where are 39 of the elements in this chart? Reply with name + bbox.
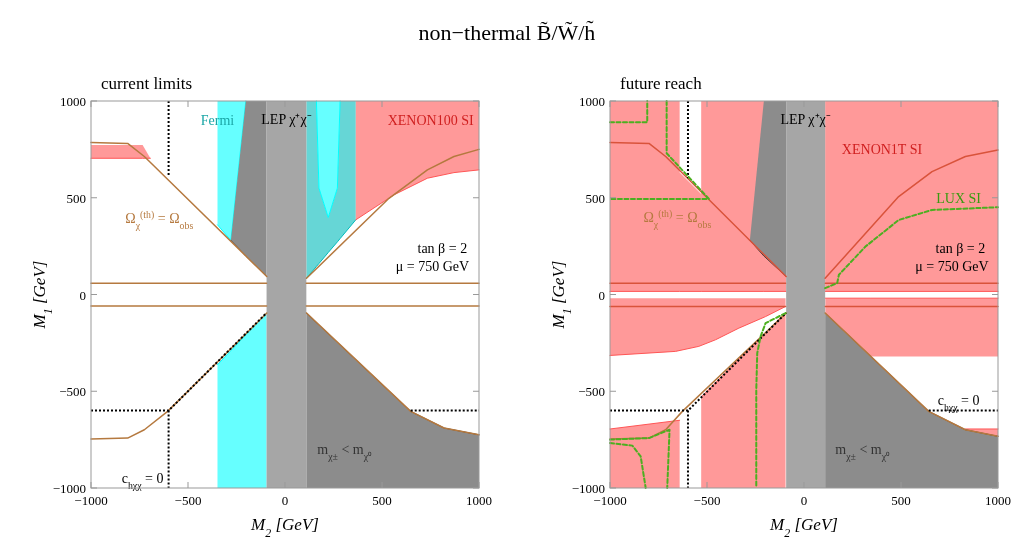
y-tick-label: 0 xyxy=(598,287,605,303)
y-tick-label: −1000 xyxy=(571,481,605,496)
annotation: c$_{hχχ}$ = 0 xyxy=(937,393,980,413)
x-tick-label: 1000 xyxy=(985,493,1011,508)
annotation: XENON100 SI xyxy=(387,112,474,128)
x-tick-label: 0 xyxy=(281,493,289,508)
y-tick-label: 500 xyxy=(585,190,605,206)
x-tick-label: 500 xyxy=(372,493,392,508)
annotation: Ω$_{χ}$$^{(th)}$ = Ω$_{obs}$ xyxy=(643,207,712,230)
y-tick-label: 500 xyxy=(66,190,86,206)
chart-title: non−thermal B̃/W̃/h̃ xyxy=(418,19,596,45)
x-tick-label: 1000 xyxy=(466,493,492,508)
chart-subtitle: future reach xyxy=(620,74,703,93)
y-tick-label: 1000 xyxy=(60,94,86,109)
x-tick-label: 500 xyxy=(891,493,911,508)
annotation: μ = 750 GeV xyxy=(915,259,989,275)
annotation: tan β = 2 xyxy=(417,241,468,257)
annotation: XENON1T SI xyxy=(841,142,923,158)
x-axis-title: M$_{2}$ [GeV] xyxy=(769,515,838,540)
y-tick-label: 0 xyxy=(79,287,86,303)
annotation: LUX SI xyxy=(936,191,982,207)
y-tick-label: −500 xyxy=(578,384,605,400)
x-axis-title: M$_{2}$ [GeV] xyxy=(250,515,319,540)
chart-subtitle: current limits xyxy=(101,74,193,93)
x-tick-label: −500 xyxy=(693,493,721,508)
annotation: c$_{hχχ}$ = 0 xyxy=(121,470,164,491)
band-label: LEP χ⁺χ⁻ xyxy=(261,112,312,127)
annotation: μ = 750 GeV xyxy=(395,259,470,275)
band-label: LEP χ⁺χ⁻ xyxy=(780,112,831,127)
annotation: Ω$_{χ}$$^{(th)}$ = Ω$_{obs}$ xyxy=(125,208,194,231)
x-tick-label: 0 xyxy=(800,493,808,508)
annotation: tan β = 2 xyxy=(935,241,986,257)
annotation: m$_{χ±}$ < m$_{χ⁰}$ xyxy=(835,441,891,462)
y-tick-label: −500 xyxy=(59,384,86,400)
x-tick-label: −500 xyxy=(174,493,202,508)
y-tick-label: −1000 xyxy=(52,481,86,496)
annotation: Fermi xyxy=(200,112,235,128)
annotation: m$_{χ±}$ < m$_{χ⁰}$ xyxy=(317,441,373,462)
y-tick-label: 1000 xyxy=(579,94,605,109)
